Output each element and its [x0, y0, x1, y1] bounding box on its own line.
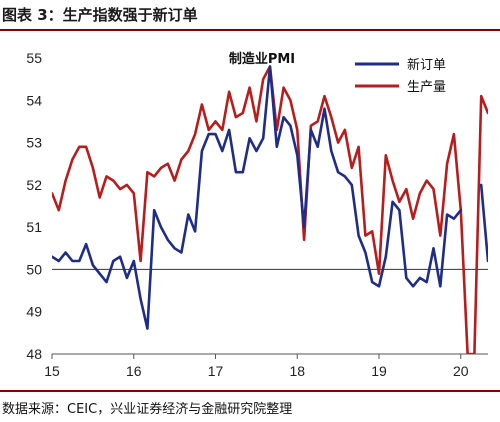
y-tick-label: 48: [26, 346, 42, 362]
legend-label: 新订单: [407, 57, 446, 73]
series-line-new-orders: [52, 65, 488, 330]
y-tick-label: 51: [26, 219, 42, 235]
y-tick-label: 54: [26, 92, 42, 108]
x-tick-label: 19: [371, 363, 387, 379]
y-tick-label: 53: [26, 135, 42, 151]
series-line-production: [52, 65, 488, 354]
source-note: 数据来源：CEIC，兴业证券经济与金融研究院整理: [2, 402, 293, 417]
y-tick-label: 50: [26, 261, 42, 277]
x-tick-label: 20: [453, 363, 469, 379]
y-axis-ticks: 48 49 50 51 52 53 54 55: [26, 50, 42, 362]
legend-label: 生产量: [407, 80, 446, 95]
x-tick-label: 16: [126, 363, 142, 379]
y-tick-label: 52: [26, 177, 42, 193]
series-lines: [52, 65, 488, 354]
y-tick-label: 49: [26, 304, 42, 320]
footer-rule: [0, 390, 500, 392]
x-tick-label: 18: [289, 363, 305, 379]
figure-title: 图表 3：生产指数强于新订单: [2, 6, 198, 24]
x-tick-label: 15: [44, 363, 60, 379]
header-rule: [0, 29, 500, 31]
pmi-line-chart: 48 49 50 51 52 53 54 55 15 16 17 18 19 20 制造业PMI 新订单…: [26, 50, 488, 379]
y-tick-label: 55: [26, 50, 42, 66]
chart-title: 制造业PMI: [229, 51, 295, 67]
x-tick-label: 17: [208, 363, 224, 379]
x-axis-ticks: 15 16 17 18 19 20: [44, 354, 469, 379]
